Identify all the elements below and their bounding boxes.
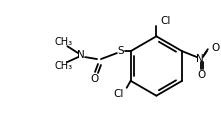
- Text: O: O: [90, 74, 98, 84]
- Text: O: O: [212, 43, 220, 53]
- Text: N: N: [196, 54, 204, 64]
- Text: CH₃: CH₃: [54, 61, 72, 71]
- Text: Cl: Cl: [160, 16, 171, 27]
- Text: Cl: Cl: [114, 89, 124, 99]
- Text: S: S: [117, 46, 124, 56]
- Text: CH₃: CH₃: [54, 37, 72, 47]
- Text: N: N: [77, 50, 85, 60]
- Text: O: O: [198, 70, 206, 80]
